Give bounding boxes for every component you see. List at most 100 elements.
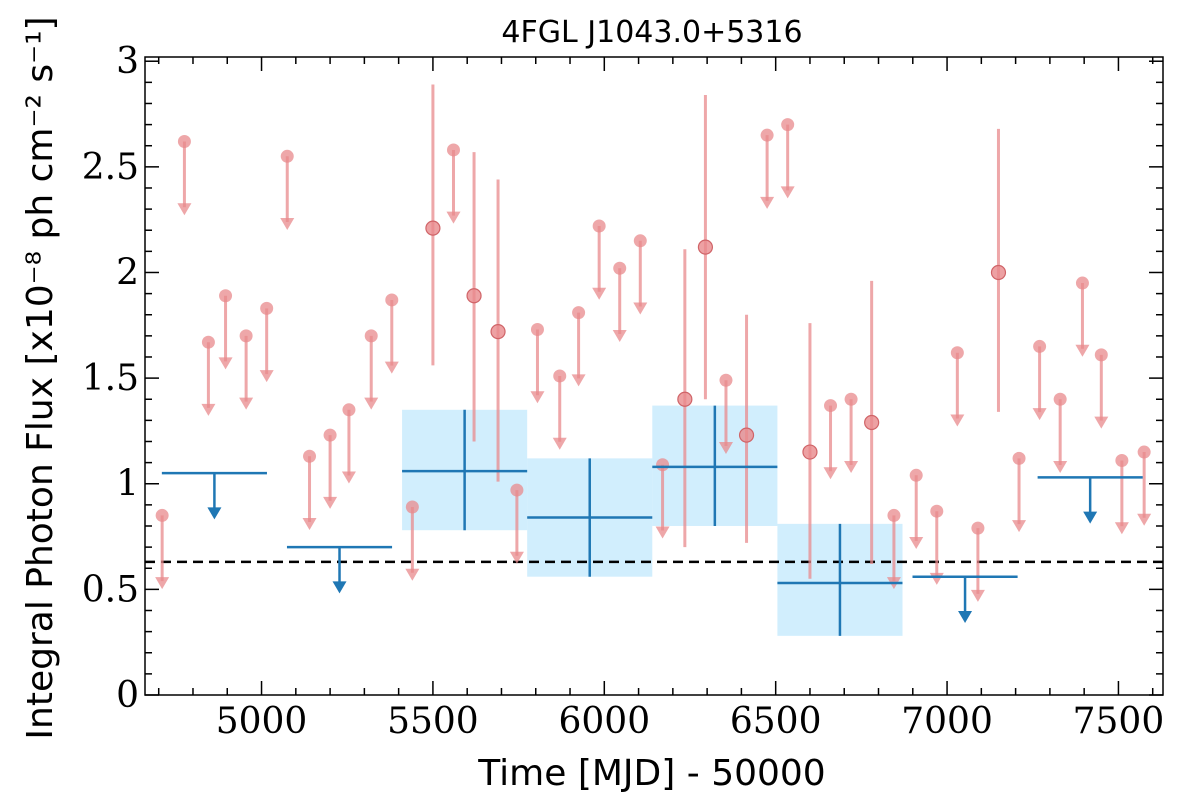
short-bin-detection-point [990, 264, 1007, 281]
short-bin-limit-point [1053, 392, 1067, 406]
long-bin-limit-arrowhead [958, 610, 973, 623]
short-bin-limit-arrowhead [1053, 460, 1068, 473]
short-bin-limit-arrowhead [155, 577, 170, 590]
short-bin-limit-point [719, 373, 733, 387]
short-bin-limit-point [781, 118, 795, 132]
y-axis-label: Integral Photon Flux [x10⁻⁸ ph cm⁻² s⁻¹] [20, 16, 61, 739]
x-tick-label: 6500 [730, 701, 822, 742]
short-bin-limit-arrowhead [1094, 416, 1109, 429]
short-bin-limit-arrowhead [280, 218, 295, 231]
short-bin-limit-point [1033, 339, 1047, 353]
y-tick-label: 3 [116, 41, 139, 82]
x-tick-label: 7500 [1073, 701, 1165, 742]
short-bin-limit-arrowhead [633, 302, 648, 315]
short-bin-limit-arrowhead [405, 568, 420, 581]
y-tick-label: 0.5 [82, 569, 139, 610]
y-tick-label: 2.5 [82, 147, 139, 188]
short-bin-limit-point [572, 306, 586, 320]
short-bin-limit-arrowhead [1114, 522, 1129, 535]
short-bin-limit-point [824, 399, 838, 413]
short-bin-limit-point [323, 428, 337, 442]
long-bin-error-boxes [402, 405, 903, 636]
plot-frame [144, 56, 1164, 696]
short-bin-limit-point [177, 135, 191, 149]
long-bin-series [161, 405, 1143, 636]
short-bin-limit-point [364, 329, 378, 343]
short-bin-detection-point [677, 391, 693, 407]
short-bin-limit-point [930, 504, 944, 518]
short-bin-limit-arrowhead [530, 391, 545, 404]
short-bin-series [155, 84, 1152, 602]
plot-axes [144, 56, 1164, 696]
short-bin-limit-point [592, 219, 606, 233]
short-bin-limit-arrowhead [929, 572, 944, 585]
short-bin-limit-arrowhead [509, 551, 524, 564]
short-bin-limit-point [405, 500, 419, 514]
short-bin-limit-arrowhead [823, 467, 838, 480]
short-bin-limit-arrowhead [384, 361, 399, 374]
short-bin-limit-arrowhead [552, 437, 567, 450]
y-tick-label: 1.5 [82, 358, 139, 399]
short-bin-limit-point [201, 335, 215, 349]
x-tick-label: 5500 [387, 701, 479, 742]
short-bin-limit-arrowhead [612, 329, 627, 342]
short-bin-limit-arrowhead [1075, 344, 1090, 357]
short-bin-limit-point [909, 468, 923, 482]
y-tick-label: 2 [116, 252, 139, 293]
short-bin-limit-arrowhead [218, 357, 233, 370]
short-bin-limit-point [553, 369, 567, 383]
short-bin-limit-arrowhead [780, 186, 795, 199]
short-bin-limit-arrowhead [177, 203, 192, 216]
short-bin-limit-point [303, 449, 317, 463]
short-bin-limit-arrowhead [844, 460, 859, 473]
axis-ticks: 5000 5500 6000 6500 7000 7500 0 0.5 1 1.5 2 2.5 3 [82, 41, 1165, 742]
short-bin-limit-arrowhead [341, 471, 356, 484]
long-bin-limit-arrowhead [1083, 511, 1098, 524]
short-bin-detection-point [697, 239, 714, 255]
short-bin-limit-arrowhead [718, 441, 733, 454]
short-bin-limit-point [1075, 276, 1089, 290]
short-bin-limit-arrowhead [239, 397, 254, 410]
short-bin-limit-arrowhead [1012, 520, 1027, 533]
short-bin-limit-point [1115, 454, 1129, 468]
short-bin-limit-point [530, 323, 544, 337]
short-bin-limit-arrowhead [446, 211, 461, 224]
short-bin-limit-point [633, 234, 647, 248]
short-bin-limit-point [280, 149, 294, 163]
short-bin-limit-arrowhead [592, 287, 607, 300]
short-bin-limit-arrowhead [760, 196, 775, 209]
short-bin-limit-point [155, 508, 169, 522]
short-bin-detection-point [466, 288, 482, 304]
y-tick-label: 1 [116, 464, 139, 505]
short-bin-limit-arrowhead [655, 526, 670, 539]
short-bin-limit-arrowhead [1032, 408, 1047, 421]
short-bin-limit-point [239, 329, 253, 343]
short-bin-limit-arrowhead [1137, 513, 1152, 526]
short-bin-limit-point [385, 293, 399, 307]
short-bin-limit-point [1012, 451, 1026, 465]
short-bin-detection-point [738, 427, 755, 443]
short-bin-limit-point [613, 261, 627, 275]
short-bin-limit-point [342, 403, 356, 417]
y-tick-label: 0 [116, 675, 139, 716]
short-bin-limit-point [1094, 348, 1108, 362]
short-bin-limit-point [950, 346, 964, 360]
long-bin-limit-arrowhead [207, 507, 222, 520]
short-bin-limit-point [656, 458, 670, 472]
short-bin-limit-arrowhead [323, 496, 338, 509]
short-bin-limit-point [510, 483, 524, 497]
short-bin-detection-point [864, 414, 880, 431]
short-bin-limit-point [844, 392, 858, 406]
short-bin-limit-arrowhead [970, 589, 985, 602]
x-axis-label: Time [MJD] - 50000 [477, 753, 825, 794]
short-bin-limit-point [971, 521, 985, 535]
x-tick-label: 6000 [558, 701, 650, 742]
short-bin-limit-arrowhead [950, 414, 965, 427]
short-bin-limit-arrowhead [571, 374, 586, 387]
chart-title: 4FGL J1043.0+5316 [501, 15, 802, 50]
short-bin-limit-arrowhead [259, 370, 274, 383]
short-bin-detection-point [425, 220, 441, 236]
short-bin-detection-point [490, 324, 506, 340]
short-bin-limit-point [887, 508, 901, 522]
